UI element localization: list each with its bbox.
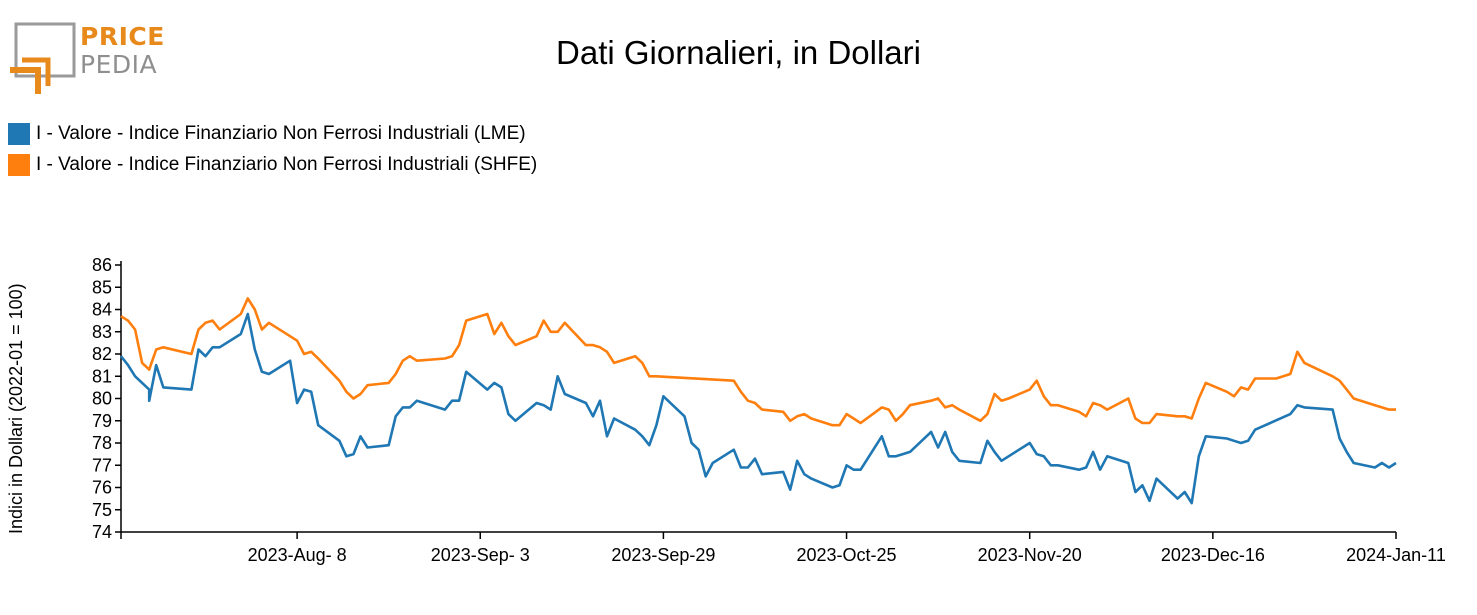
legend-swatch-lme: [8, 122, 30, 145]
y-tick-label: 82: [92, 344, 112, 364]
legend-item-shfe[interactable]: I - Valore - Indice Finanziario Non Ferr…: [8, 149, 537, 180]
y-tick-label: 81: [92, 366, 112, 386]
x-tick-label: 2024-Jan-11: [1346, 545, 1446, 565]
y-tick-label: 74: [92, 522, 112, 542]
x-tick-label: 2023-Nov-20: [978, 545, 1082, 565]
x-tick-label: 2023-Sep-29: [611, 545, 715, 565]
y-tick-label: 80: [92, 389, 112, 409]
logo-word-price: PRICE: [80, 22, 165, 51]
y-tick-label: 79: [92, 411, 112, 431]
x-tick-label: 2023-Aug- 8: [248, 545, 347, 565]
y-tick-label: 83: [92, 322, 112, 342]
y-tick-label: 76: [92, 478, 112, 498]
legend-label-lme: I - Valore - Indice Finanziario Non Ferr…: [36, 122, 526, 144]
legend-item-lme[interactable]: I - Valore - Indice Finanziario Non Ferr…: [8, 118, 537, 149]
logo-mark-icon: [10, 22, 76, 94]
series-line-shfe: [120, 297, 1396, 427]
y-tick-label: 85: [92, 277, 112, 297]
legend: I - Valore - Indice Finanziario Non Ferr…: [8, 118, 537, 180]
legend-swatch-shfe: [8, 153, 30, 176]
x-tick-label: 2023-Oct-25: [797, 545, 897, 565]
y-tick-label: 78: [92, 433, 112, 453]
series-line-lme: [119, 312, 1397, 505]
chart-title: Dati Giornalieri, in Dollari: [556, 34, 921, 71]
x-tick-label: 2023-Dec-16: [1161, 545, 1265, 565]
y-tick-label: 86: [92, 255, 112, 275]
logo-word-pedia: PEDIA: [80, 50, 158, 79]
y-tick-label: 77: [92, 455, 112, 475]
pricepedia-logo: PRICE PEDIA: [8, 20, 168, 95]
x-tick-label: 2023-Sep- 3: [431, 545, 530, 565]
y-tick-label: 84: [92, 300, 112, 320]
legend-label-shfe: I - Valore - Indice Finanziario Non Ferr…: [36, 153, 538, 175]
y-tick-label: 75: [92, 500, 112, 520]
